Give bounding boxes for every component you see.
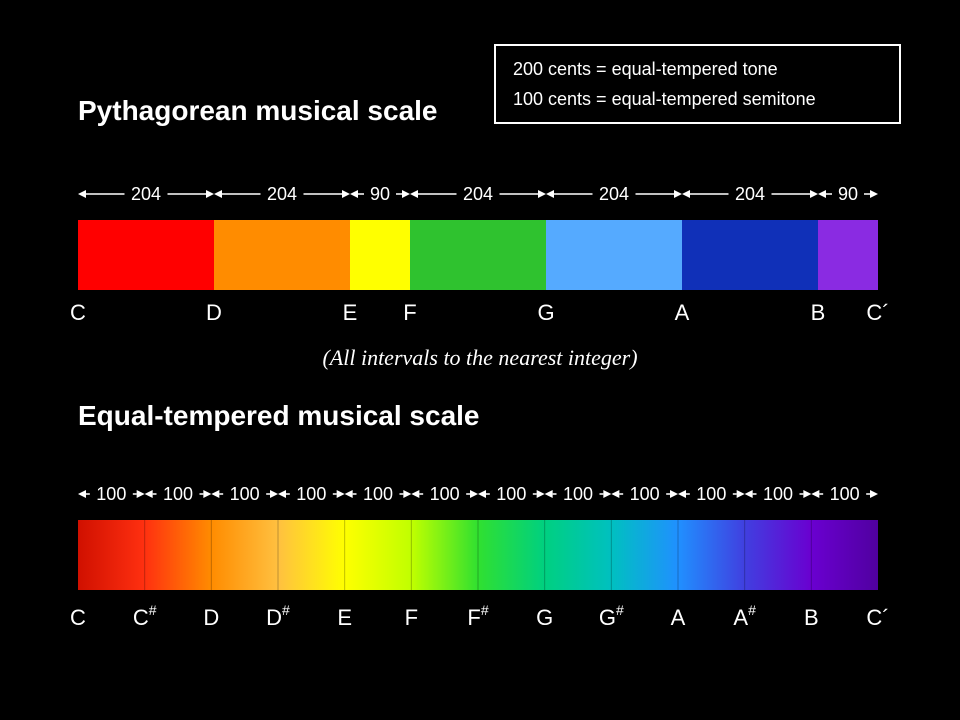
note-label: F (405, 605, 418, 630)
svg-text:100: 100 (630, 484, 660, 504)
svg-text:100: 100 (496, 484, 526, 504)
svg-text:90: 90 (370, 184, 390, 204)
note-label: C´ (866, 605, 889, 630)
note-label: C (70, 300, 86, 325)
note-label: F (403, 300, 416, 325)
svg-text:100: 100 (430, 484, 460, 504)
pyth-segment (78, 220, 214, 290)
note-label: A (671, 605, 686, 630)
note-label: C (70, 605, 86, 630)
svg-text:90: 90 (838, 184, 858, 204)
note-label: D (203, 605, 219, 630)
caption: (All intervals to the nearest integer) (322, 345, 637, 370)
note-label: C´ (866, 300, 889, 325)
svg-text:204: 204 (463, 184, 493, 204)
svg-text:100: 100 (363, 484, 393, 504)
svg-text:100: 100 (696, 484, 726, 504)
pythagorean-color-bar (78, 220, 878, 290)
svg-text:204: 204 (735, 184, 765, 204)
svg-text:100: 100 (763, 484, 793, 504)
svg-text:100: 100 (296, 484, 326, 504)
legend-line-1: 200 cents = equal-tempered tone (513, 59, 778, 79)
pyth-segment (214, 220, 350, 290)
pyth-segment (818, 220, 878, 290)
svg-text:204: 204 (599, 184, 629, 204)
note-label: A (675, 300, 690, 325)
svg-text:204: 204 (267, 184, 297, 204)
svg-text:100: 100 (830, 484, 860, 504)
pyth-segment (682, 220, 818, 290)
note-label: E (343, 300, 358, 325)
svg-text:100: 100 (563, 484, 593, 504)
svg-text:100: 100 (96, 484, 126, 504)
note-label: G (537, 300, 554, 325)
equal-tempered-title: Equal-tempered musical scale (78, 400, 480, 431)
note-label: B (811, 300, 826, 325)
musical-scale-diagram: 200 cents = equal-tempered tone 100 cent… (0, 0, 960, 720)
note-label: B (804, 605, 819, 630)
svg-text:100: 100 (163, 484, 193, 504)
pythagorean-title: Pythagorean musical scale (78, 95, 438, 126)
legend-line-2: 100 cents = equal-tempered semitone (513, 89, 816, 109)
pyth-segment (546, 220, 682, 290)
note-label: D (206, 300, 222, 325)
legend-box (495, 45, 900, 123)
svg-text:100: 100 (230, 484, 260, 504)
pyth-segment (350, 220, 410, 290)
pyth-segment (410, 220, 546, 290)
svg-text:204: 204 (131, 184, 161, 204)
note-label: G (536, 605, 553, 630)
note-label: E (337, 605, 352, 630)
